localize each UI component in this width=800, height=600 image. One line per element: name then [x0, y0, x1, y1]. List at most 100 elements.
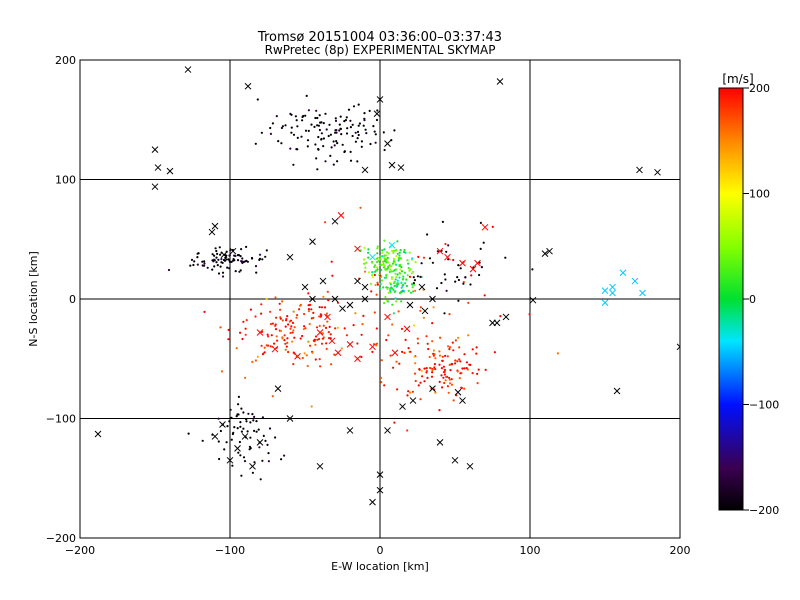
data-point — [249, 447, 252, 450]
x-marker — [493, 319, 501, 327]
x-marker — [249, 462, 256, 470]
data-point — [228, 267, 231, 270]
data-point — [449, 369, 452, 372]
data-point — [307, 129, 310, 132]
data-point — [296, 136, 299, 139]
data-point — [339, 127, 342, 130]
data-point — [456, 370, 459, 373]
data-point — [448, 313, 451, 316]
data-point — [266, 443, 269, 446]
data-point — [383, 384, 386, 387]
data-point — [412, 276, 415, 279]
data-point — [274, 328, 278, 331]
data-point — [383, 301, 386, 305]
data-point — [286, 341, 289, 344]
x-tick-label: 100 — [520, 544, 541, 557]
data-point — [219, 253, 222, 256]
data-point — [267, 460, 270, 463]
data-point — [215, 261, 218, 264]
data-point — [438, 354, 442, 357]
data-point — [283, 339, 286, 342]
data-point — [314, 143, 317, 146]
data-point — [373, 265, 376, 269]
data-point — [219, 265, 222, 268]
data-point — [318, 324, 321, 327]
data-point — [193, 260, 196, 263]
data-point — [422, 256, 426, 259]
x-marker — [397, 164, 405, 171]
data-point — [444, 379, 447, 382]
data-point — [363, 112, 366, 115]
data-point — [325, 342, 328, 345]
x-marker — [301, 283, 309, 291]
data-point — [334, 131, 337, 134]
data-point — [389, 283, 392, 286]
x-marker — [256, 329, 264, 336]
data-point — [373, 311, 376, 314]
data-point — [250, 256, 254, 260]
data-point — [300, 135, 303, 138]
data-point — [365, 132, 368, 135]
x-tick-label: 0 — [377, 544, 384, 557]
data-point — [242, 456, 246, 459]
data-point — [394, 297, 397, 300]
data-point — [203, 310, 206, 313]
data-point — [219, 326, 222, 329]
data-point — [399, 249, 402, 252]
data-point — [379, 258, 382, 261]
data-point — [264, 439, 267, 442]
data-point — [392, 251, 395, 254]
data-point — [383, 254, 386, 257]
x-marker — [384, 427, 391, 434]
data-point — [325, 347, 328, 350]
data-point — [427, 347, 430, 351]
data-point — [457, 264, 460, 267]
data-point — [430, 375, 434, 378]
data-point — [322, 137, 325, 140]
data-point — [268, 427, 272, 430]
data-point — [260, 131, 263, 134]
x-marker — [354, 277, 361, 285]
data-point — [291, 340, 294, 343]
data-point — [375, 344, 378, 347]
data-point — [347, 108, 351, 111]
colorbar-tick-label: 0 — [749, 293, 756, 306]
data-point — [400, 266, 403, 269]
data-point — [364, 266, 367, 269]
data-point — [434, 368, 437, 371]
data-point — [431, 322, 434, 325]
data-point — [433, 363, 436, 366]
data-point — [479, 221, 482, 224]
data-point — [228, 259, 231, 262]
x-axis-label: E-W location [km] — [331, 560, 429, 573]
x-marker — [346, 427, 354, 434]
data-point — [357, 124, 360, 127]
x-marker — [388, 241, 396, 249]
data-point — [396, 240, 399, 243]
data-point — [386, 287, 389, 291]
x-marker — [384, 140, 391, 148]
data-point — [376, 247, 379, 250]
data-point — [400, 290, 403, 293]
x-tick-label: 200 — [670, 544, 691, 557]
data-point — [385, 273, 388, 276]
data-point — [367, 271, 371, 274]
data-point — [477, 368, 480, 371]
data-point — [383, 148, 386, 152]
data-point — [238, 270, 241, 273]
data-point — [441, 359, 444, 362]
data-point — [444, 354, 447, 357]
data-point — [462, 282, 465, 285]
x-marker — [94, 430, 102, 438]
x-marker — [331, 295, 339, 303]
data-point — [386, 251, 389, 254]
data-point — [419, 381, 422, 384]
data-point — [458, 377, 461, 380]
data-point — [326, 320, 329, 323]
data-point — [457, 336, 460, 339]
data-point — [306, 364, 309, 368]
data-point — [290, 113, 293, 116]
y-tick-label: −200 — [46, 532, 76, 545]
data-point — [356, 137, 359, 140]
data-point — [375, 269, 378, 272]
